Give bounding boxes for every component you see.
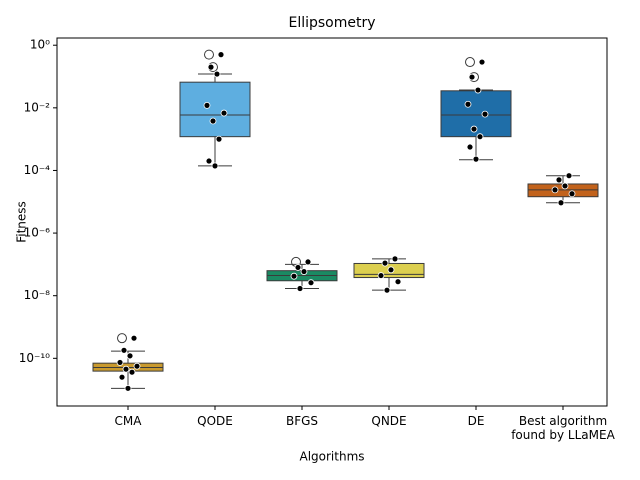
- data-point: [120, 346, 128, 354]
- data-point: [213, 70, 221, 78]
- x-tick-label: BFGS: [285, 414, 319, 428]
- data-point: [124, 384, 132, 392]
- data-point: [203, 101, 211, 109]
- data-point: [128, 368, 136, 376]
- data-point: [377, 272, 385, 279]
- data-point: [300, 268, 308, 275]
- x-tick-label: DE: [467, 414, 485, 428]
- data-point: [122, 365, 130, 373]
- data-point: [220, 109, 228, 117]
- y-tick-label: 10⁻⁴: [24, 163, 51, 177]
- data-point: [568, 190, 576, 198]
- data-point: [466, 143, 474, 151]
- y-axis-label: Fitness: [15, 201, 29, 243]
- x-axis-label: Algorithms: [299, 450, 364, 464]
- data-point: [468, 73, 476, 81]
- axes-frame: [56, 37, 608, 407]
- data-point: [381, 259, 389, 267]
- data-point: [472, 155, 480, 163]
- data-point: [551, 186, 559, 194]
- y-tick-label: 10⁻²: [24, 100, 51, 114]
- data-point: [565, 172, 573, 180]
- data-point: [557, 199, 565, 207]
- data-point: [394, 278, 402, 286]
- outlier: [465, 57, 475, 68]
- outlier: [117, 333, 127, 344]
- data-point: [555, 176, 563, 184]
- data-point: [470, 125, 478, 133]
- data-point: [296, 285, 304, 292]
- data-point: [304, 258, 312, 266]
- y-tick-label: 10⁻⁸: [24, 288, 51, 302]
- y-tick-label: 10⁻¹⁰: [19, 351, 50, 365]
- data-point: [130, 334, 138, 342]
- data-point: [294, 264, 302, 271]
- data-point: [217, 51, 225, 59]
- chart-title: Ellipsometry: [288, 15, 375, 31]
- data-point: [464, 100, 472, 108]
- y-tick-label: 10⁻⁶: [24, 226, 51, 240]
- data-point: [387, 266, 395, 274]
- x-tick-label: Best algorithm found by LLaMEA: [511, 414, 615, 442]
- data-point: [383, 286, 391, 294]
- x-tick-label: QODE: [197, 414, 233, 428]
- data-point: [474, 86, 482, 94]
- y-tick-label: 10⁰: [30, 38, 50, 52]
- data-point: [211, 162, 219, 170]
- data-point: [476, 133, 484, 141]
- data-point: [209, 117, 217, 125]
- data-point: [116, 359, 124, 366]
- data-point: [481, 110, 489, 118]
- data-point: [133, 362, 141, 370]
- data-point: [118, 373, 126, 381]
- data-point: [391, 255, 399, 263]
- data-point: [205, 157, 213, 165]
- x-tick-label: CMA: [114, 414, 142, 428]
- data-point: [126, 352, 134, 360]
- box: [440, 90, 512, 138]
- outlier: [204, 49, 214, 60]
- box: [179, 81, 251, 138]
- data-point: [290, 272, 298, 280]
- data-point: [207, 63, 215, 71]
- x-tick-label: QNDE: [371, 414, 407, 428]
- data-point: [307, 279, 315, 287]
- data-point: [215, 135, 223, 143]
- data-point: [478, 58, 486, 66]
- data-point: [561, 182, 569, 190]
